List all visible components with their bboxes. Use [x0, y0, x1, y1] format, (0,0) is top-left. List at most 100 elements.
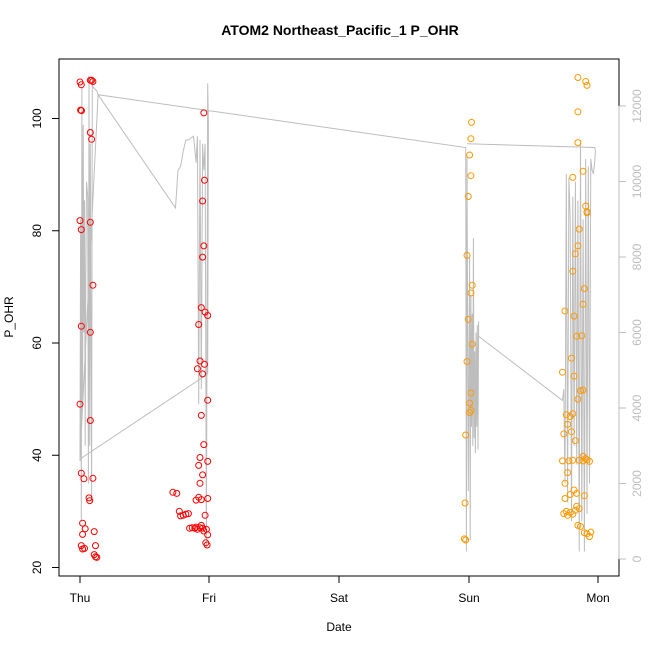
orange-data-point: [574, 108, 582, 116]
orange-data-point: [561, 495, 569, 502]
red-data-point: [77, 226, 85, 234]
orange-data-point: [574, 395, 582, 403]
red-data-point: [199, 370, 207, 378]
red-data-point: [204, 531, 212, 539]
red-data-point: [196, 479, 204, 487]
red-data-point: [85, 494, 93, 502]
red-data-point: [86, 417, 94, 424]
orange-data-point: [461, 499, 469, 507]
red-data-point: [199, 253, 207, 261]
y-tick-label: 20: [30, 561, 44, 575]
red-data-point: [89, 281, 97, 289]
orange-data-point: [467, 389, 475, 397]
red-data-point: [196, 357, 204, 365]
x-tick-label: Mon: [586, 591, 609, 605]
red-data-point: [186, 524, 194, 532]
red-data-point: [193, 365, 201, 373]
orange-data-point: [575, 225, 583, 233]
orange-data-point: [579, 300, 587, 308]
orange-data-point: [575, 456, 583, 464]
x-tick-label: Sun: [458, 591, 479, 605]
orange-data-point: [569, 410, 577, 418]
orange-data-point: [562, 507, 570, 515]
red-data-point: [86, 218, 94, 226]
red-data-point: [201, 176, 208, 184]
x-tick-label: Fri: [202, 591, 216, 605]
orange-data-point: [560, 430, 568, 438]
orange-data-point: [467, 406, 475, 414]
y-axis-right: 0 2000 4000 6000 8000 10000 12000: [618, 89, 644, 562]
red-data-point: [76, 400, 84, 408]
orange-data-point: [565, 457, 573, 465]
orange-data-point: [583, 209, 591, 217]
orange-data-point: [571, 506, 579, 514]
y2-tick-label: 12000: [630, 89, 644, 123]
orange-data-point: [570, 312, 578, 320]
red-data-point: [92, 542, 99, 550]
red-data-point: [79, 530, 87, 538]
orange-data-point: [574, 242, 582, 250]
orange-data-point: [583, 81, 591, 89]
orange-data-point: [463, 358, 471, 365]
secondary-line-layer: [79, 75, 596, 552]
orange-data-point: [570, 372, 578, 380]
red-data-point: [86, 497, 94, 505]
orange-data-point: [586, 457, 593, 465]
red-data-point: [78, 107, 85, 115]
orange-data-point: [578, 332, 586, 340]
orange-data-point: [467, 135, 475, 143]
y2-tick-label: 6000: [630, 319, 644, 346]
orange-data-point: [564, 420, 572, 428]
red-data-point: [81, 544, 88, 552]
red-data-point: [77, 81, 85, 89]
orange-data-point: [582, 78, 590, 85]
red-data-point: [77, 469, 85, 477]
red-data-point: [175, 507, 183, 515]
red-data-point: [80, 475, 88, 483]
red-data-point: [195, 461, 203, 469]
orange-data-point: [586, 533, 593, 541]
orange-data-point: [460, 535, 468, 543]
orange-data-point: [561, 479, 569, 487]
y2-tick-label: 4000: [630, 394, 644, 421]
red-data-point: [89, 78, 97, 85]
y-axis-label: P_OHR: [2, 296, 16, 338]
orange-data-point: [579, 452, 587, 460]
red-data-point: [204, 396, 212, 404]
red-data-point: [201, 360, 208, 368]
red-data-point: [77, 322, 85, 330]
red-data-point: [195, 321, 203, 328]
orange-data-point: [568, 428, 575, 436]
orange-data-point: [571, 437, 579, 445]
orange-data-point: [580, 492, 588, 500]
orange-data-point: [466, 399, 474, 407]
red-data-point: [197, 496, 205, 504]
orange-data-point: [587, 528, 595, 536]
y2-tick-label: 10000: [630, 164, 644, 198]
orange-data-point: [564, 469, 572, 477]
orange-data-point: [580, 285, 588, 293]
chart-title: ATOM2 Northeast_Pacific_1 P_OHR: [221, 22, 459, 38]
red-data-point: [204, 457, 212, 465]
red-data-point: [93, 553, 101, 561]
orange-data-point: [569, 456, 577, 464]
x-tick-label: Thu: [70, 591, 91, 605]
orange-data-point: [577, 387, 584, 395]
orange-data-point: [566, 491, 574, 498]
orange-data-point: [562, 411, 570, 419]
orange-data-point: [467, 289, 475, 297]
red-data-point: [200, 441, 208, 449]
red-data-point: [76, 217, 84, 225]
orange-data-point: [579, 167, 587, 175]
orange-data-point: [467, 172, 475, 180]
orange-data-point: [462, 431, 470, 439]
x-tick-label: Sat: [330, 591, 349, 605]
red-data-point: [81, 525, 89, 533]
plot-border: [58, 58, 620, 577]
red-data-point: [200, 109, 208, 117]
red-data-point: [199, 197, 207, 205]
y-tick-label: 40: [30, 448, 44, 462]
y2-tick-label: 0: [630, 555, 644, 562]
red-data-point: [184, 510, 192, 518]
